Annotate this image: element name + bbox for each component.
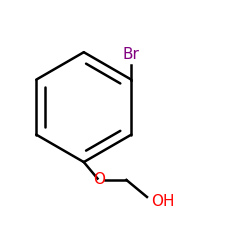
Text: OH: OH	[151, 194, 174, 210]
Text: O: O	[93, 172, 105, 188]
Text: Br: Br	[123, 47, 140, 62]
